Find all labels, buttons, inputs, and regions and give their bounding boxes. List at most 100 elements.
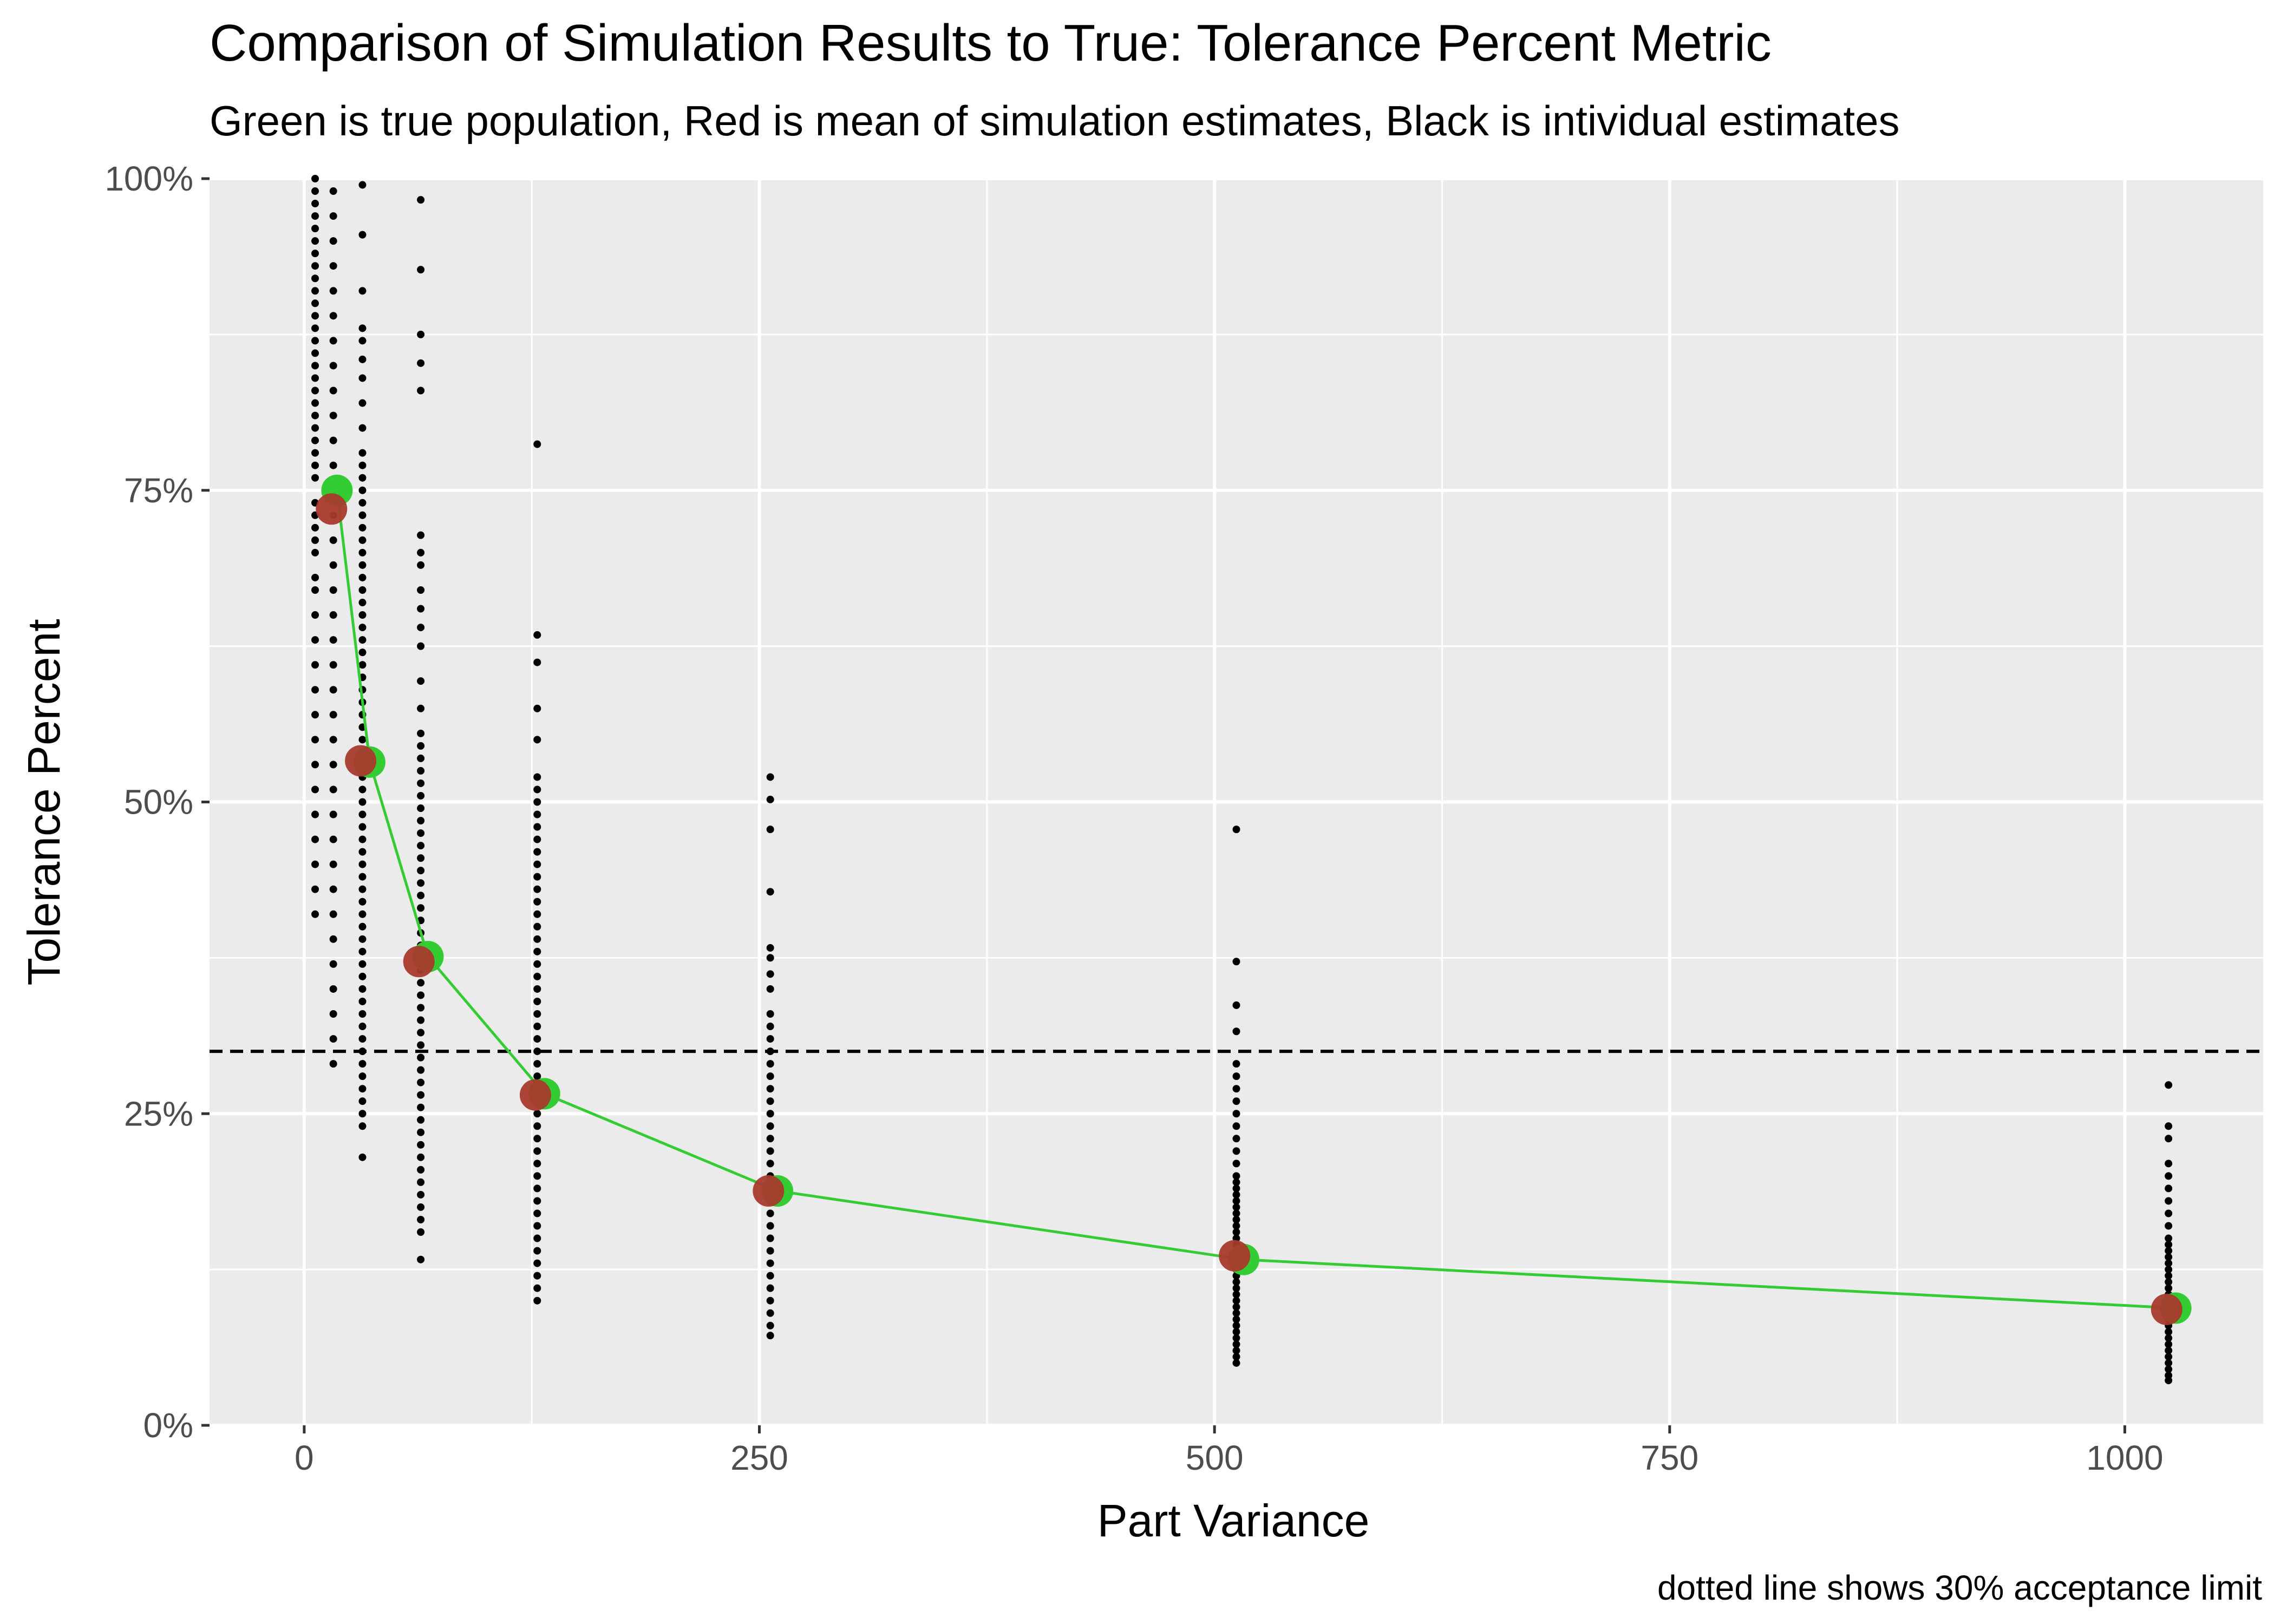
individual-estimate-point [311, 611, 319, 619]
individual-estimate-point [533, 1060, 541, 1068]
individual-estimate-point [329, 686, 337, 694]
individual-estimate-point [329, 860, 337, 868]
individual-estimate-point [311, 711, 319, 719]
individual-estimate-point [417, 196, 425, 204]
x-axis: 0 250 500 750 1000 [295, 1425, 2164, 1477]
individual-estimate-point [358, 511, 367, 519]
individual-estimate-point [1232, 1340, 1240, 1348]
y-tick-label: 75% [124, 471, 193, 510]
individual-estimate-point [2165, 1234, 2173, 1242]
individual-estimate-point [417, 1255, 425, 1263]
individual-estimate-point [311, 461, 319, 469]
simulation-mean-point [753, 1175, 785, 1207]
individual-estimate-point [329, 586, 337, 594]
individual-estimate-point [417, 586, 425, 594]
individual-estimate-point [417, 387, 425, 395]
individual-estimate-point [533, 810, 541, 818]
individual-estimate-point [2165, 1172, 2173, 1180]
individual-estimate-point [1232, 1190, 1240, 1199]
chart-subtitle: Green is true population, Red is mean of… [210, 97, 1899, 145]
individual-estimate-point [329, 960, 337, 968]
individual-estimate-point [2165, 1266, 2173, 1274]
individual-estimate-point [311, 573, 319, 581]
individual-estimate-point [417, 1029, 425, 1037]
individual-estimate-point [766, 1085, 774, 1093]
individual-estimate-point [417, 704, 425, 712]
individual-estimate-point [311, 374, 319, 382]
individual-estimate-point [358, 461, 367, 469]
individual-estimate-point [358, 1153, 367, 1161]
individual-estimate-point [2165, 1253, 2173, 1261]
individual-estimate-point [2165, 1340, 2173, 1348]
individual-estimate-point [766, 1060, 774, 1068]
individual-estimate-point [358, 548, 367, 556]
individual-estimate-point [766, 1110, 774, 1118]
individual-estimate-point [533, 835, 541, 843]
individual-estimate-point [533, 1160, 541, 1168]
individual-estimate-point [1232, 1178, 1240, 1186]
individual-estimate-point [358, 1122, 367, 1130]
individual-estimate-point [329, 461, 337, 469]
individual-estimate-point [533, 736, 541, 744]
x-tick-label: 0 [295, 1438, 314, 1477]
grid-major [210, 177, 2263, 1427]
individual-estimate-point [2165, 1334, 2173, 1342]
individual-estimate-point [311, 523, 319, 532]
individual-estimate-point [766, 1160, 774, 1168]
individual-estimate-point [417, 742, 425, 750]
individual-estimate-point [766, 1023, 774, 1031]
individual-estimate-point [1232, 1147, 1240, 1155]
individual-estimate-point [311, 299, 319, 307]
y-tick-label: 25% [124, 1094, 193, 1133]
individual-estimate-point [533, 997, 541, 1005]
individual-estimate-point [329, 287, 337, 295]
individual-estimate-point [358, 910, 367, 918]
simulation-mean-point [345, 745, 377, 777]
individual-estimate-point [2165, 1359, 2173, 1367]
individual-estimate-point [329, 785, 337, 794]
individual-estimate-point [311, 761, 319, 769]
individual-estimate-point [358, 181, 367, 189]
individual-estimate-point [329, 810, 337, 818]
individual-estimate-point [1232, 958, 1240, 966]
individual-estimate-point [1232, 1321, 1240, 1330]
individual-estimate-point [329, 436, 337, 444]
individual-estimate-point [311, 885, 319, 893]
individual-estimate-point [329, 262, 337, 270]
individual-estimate-point [1232, 1334, 1240, 1342]
individual-estimate-point [358, 960, 367, 968]
individual-estimate-point [1232, 1097, 1240, 1105]
individual-estimate-point [766, 1296, 774, 1305]
individual-estimate-point [533, 1047, 541, 1056]
individual-estimate-point [417, 879, 425, 887]
individual-estimate-point [533, 1110, 541, 1118]
individual-estimate-point [1232, 1328, 1240, 1336]
individual-estimate-point [417, 1216, 425, 1224]
individual-estimate-point [766, 826, 774, 834]
individual-estimate-point [2165, 1209, 2173, 1217]
individual-estimate-point [358, 573, 367, 581]
y-tick-label: 100% [104, 159, 193, 198]
individual-estimate-point [358, 374, 367, 382]
individual-estimate-point [329, 910, 337, 918]
individual-estimate-point [358, 736, 367, 744]
individual-estimate-point [311, 324, 319, 332]
individual-estimate-point [766, 985, 774, 993]
individual-estimate-point [533, 848, 541, 856]
simulation-mean-point [316, 493, 348, 525]
individual-estimate-point [329, 212, 337, 220]
individual-estimate-point [533, 1135, 541, 1143]
individual-estimate-point [358, 355, 367, 363]
individual-estimate-point [417, 1016, 425, 1024]
individual-estimate-point [417, 548, 425, 556]
individual-estimate-point [1232, 1228, 1240, 1236]
individual-estimate-point [1232, 1122, 1240, 1130]
individual-estimate-point [311, 411, 319, 420]
individual-estimate-point [358, 947, 367, 955]
individual-estimate-point [358, 997, 367, 1005]
individual-estimate-point [417, 1153, 425, 1161]
individual-estimate-point [311, 860, 319, 868]
individual-estimate-point [311, 661, 319, 669]
individual-estimate-point [533, 922, 541, 931]
individual-estimate-point [358, 798, 367, 806]
